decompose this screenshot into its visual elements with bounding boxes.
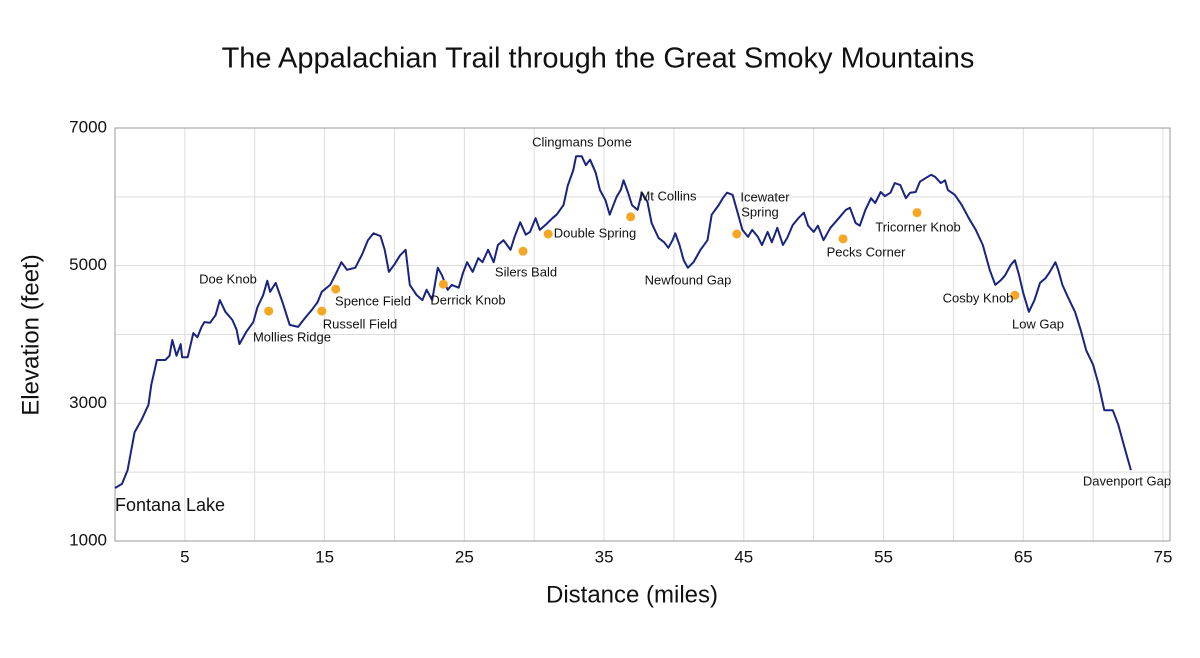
- annotation: Spence Field: [335, 293, 411, 308]
- shelter-point: [518, 246, 528, 256]
- x-tick-label: 45: [734, 547, 753, 566]
- x-tick-label: 15: [315, 547, 334, 566]
- annotation: Derrick Knob: [430, 292, 505, 307]
- annotation: Cosby Knob: [943, 290, 1014, 305]
- shelter-point: [331, 284, 341, 294]
- annotation: Icewater: [740, 189, 790, 204]
- y-tick-label: 7000: [69, 117, 107, 136]
- shelter-point: [264, 306, 274, 316]
- y-tick-label: 3000: [69, 393, 107, 412]
- shelter-point: [912, 208, 922, 218]
- annotation: Clingmans Dome: [532, 134, 632, 149]
- annotation: Doe Knob: [199, 271, 257, 286]
- shelter-point: [732, 229, 742, 239]
- shelter-point: [626, 212, 636, 222]
- annotation: Silers Bald: [495, 264, 557, 279]
- x-tick-label: 55: [874, 547, 893, 566]
- x-tick-label: 35: [595, 547, 614, 566]
- annotation: Newfound Gap: [645, 272, 732, 287]
- y-tick-label: 1000: [69, 530, 107, 549]
- shelter-point: [838, 234, 848, 244]
- shelter-point: [438, 279, 448, 289]
- x-tick-label: 65: [1014, 547, 1033, 566]
- x-tick-label: 75: [1154, 547, 1173, 566]
- y-axis-title: Elevation (feet): [17, 254, 44, 415]
- annotation: Pecks Corner: [827, 244, 906, 259]
- annotation: Tricorner Knob: [875, 219, 961, 234]
- annotation: Davenport Gap: [1083, 473, 1171, 488]
- shelter-point: [1010, 290, 1020, 300]
- annotation: Fontana Lake: [115, 495, 225, 515]
- annotation: Spring: [741, 204, 779, 219]
- annotation: Mollies Ridge: [253, 329, 331, 344]
- annotation: Low Gap: [1012, 316, 1064, 331]
- annotation: Mt Collins: [639, 188, 697, 203]
- shelter-point: [317, 306, 327, 316]
- chart-title: The Appalachian Trail through the Great …: [222, 43, 975, 75]
- y-tick-label: 5000: [69, 255, 107, 274]
- annotation: Russell Field: [323, 316, 397, 331]
- shelter-point: [543, 229, 553, 239]
- x-tick-label: 25: [455, 547, 474, 566]
- x-axis-title: Distance (miles): [546, 581, 718, 608]
- plot-frame: [114, 127, 1171, 542]
- x-tick-label: 5: [180, 547, 189, 566]
- annotation: Double Spring: [554, 225, 636, 240]
- elevation-line: [114, 155, 1132, 489]
